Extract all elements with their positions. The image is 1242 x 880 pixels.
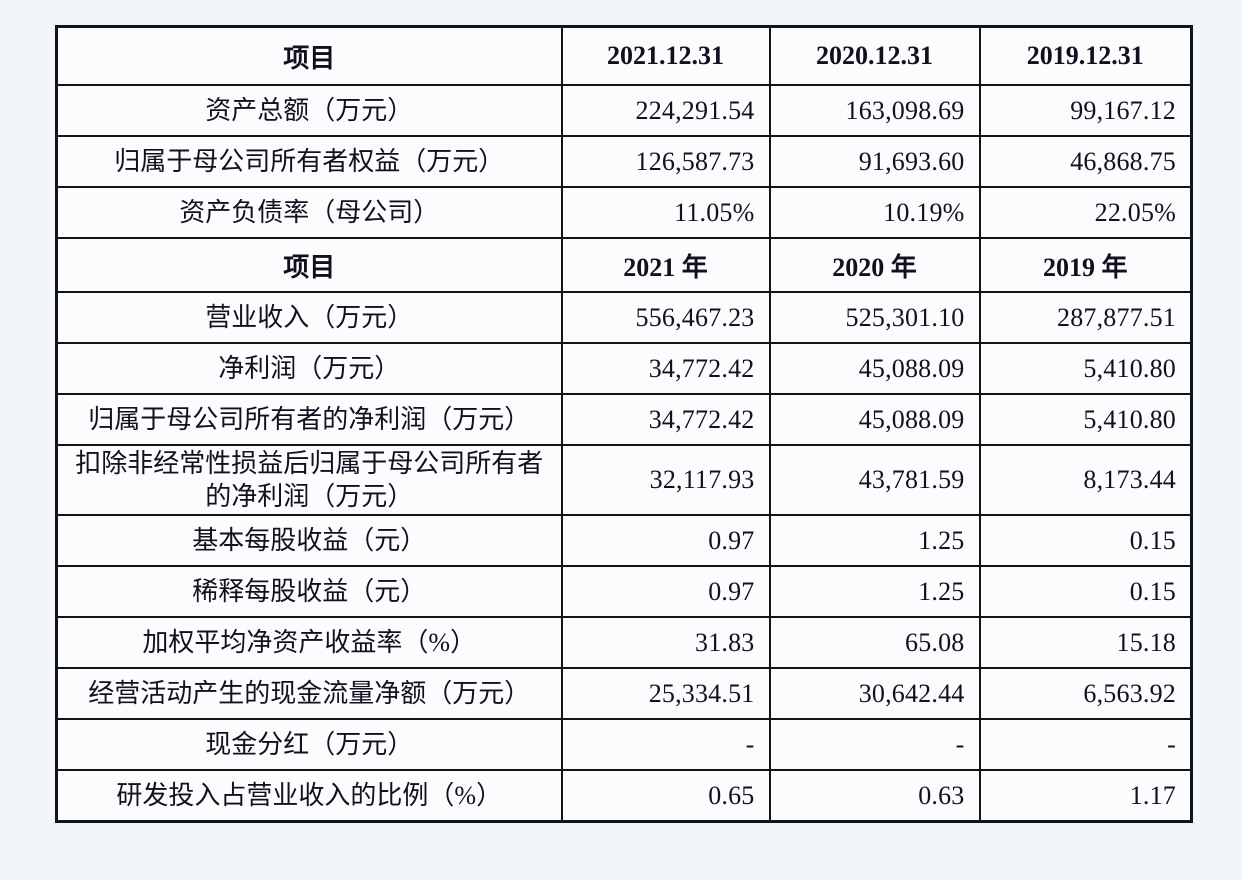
header-cell-date-2020: 2020.12.31: [768, 25, 981, 86]
value-cell: 32,117.93: [560, 444, 771, 516]
table-row-debt-ratio: 资产负债率（母公司） 11.05% 10.19% 22.05%: [55, 186, 1193, 239]
row-label: 资产负债率（母公司）: [55, 186, 563, 239]
value-cell: 34,772.42: [560, 342, 771, 395]
value-cell: 1.25: [768, 514, 981, 567]
table-row-revenue: 营业收入（万元） 556,467.23 525,301.10 287,877.5…: [55, 291, 1193, 344]
row-label: 资产总额（万元）: [55, 84, 563, 137]
row-label: 现金分红（万元）: [55, 718, 563, 771]
header-row-balance-sheet: 项目 2021.12.31 2020.12.31 2019.12.31: [55, 25, 1193, 86]
value-cell: -: [768, 718, 981, 771]
table-row-basic-eps: 基本每股收益（元） 0.97 1.25 0.15: [55, 514, 1193, 567]
value-cell: 45,088.09: [768, 342, 981, 395]
row-label: 加权平均净资产收益率（%）: [55, 616, 563, 669]
value-cell: 15.18: [978, 616, 1193, 669]
value-cell: 46,868.75: [978, 135, 1193, 188]
value-cell: 1.25: [768, 565, 981, 618]
value-cell: 224,291.54: [560, 84, 771, 137]
header-cell-date-2021: 2021.12.31: [560, 25, 771, 86]
row-label: 扣除非经常性损益后归属于母公司所有者的净利润（万元）: [55, 444, 563, 516]
table-row-weighted-roe: 加权平均净资产收益率（%） 31.83 65.08 15.18: [55, 616, 1193, 669]
value-cell: 31.83: [560, 616, 771, 669]
value-cell: 0.63: [768, 769, 981, 823]
value-cell: 0.97: [560, 514, 771, 567]
value-cell: 1.17: [978, 769, 1193, 823]
header-row-income-statement: 项目 2021 年 2020 年 2019 年: [55, 237, 1193, 293]
value-cell: 30,642.44: [768, 667, 981, 720]
value-cell: 0.97: [560, 565, 771, 618]
row-label: 研发投入占营业收入的比例（%）: [55, 769, 563, 823]
table-row-diluted-eps: 稀释每股收益（元） 0.97 1.25 0.15: [55, 565, 1193, 618]
value-cell: 5,410.80: [978, 342, 1193, 395]
value-cell: 525,301.10: [768, 291, 981, 344]
value-cell: 556,467.23: [560, 291, 771, 344]
value-cell: 0.65: [560, 769, 771, 823]
row-label: 净利润（万元）: [55, 342, 563, 395]
value-cell: 65.08: [768, 616, 981, 669]
value-cell: 34,772.42: [560, 393, 771, 446]
value-cell: 287,877.51: [978, 291, 1193, 344]
table-row-net-profit: 净利润（万元） 34,772.42 45,088.09 5,410.80: [55, 342, 1193, 395]
value-cell: 5,410.80: [978, 393, 1193, 446]
value-cell: 43,781.59: [768, 444, 981, 516]
table-row-rd-ratio: 研发投入占营业收入的比例（%） 0.65 0.63 1.17: [55, 769, 1193, 823]
header-cell-item: 项目: [55, 25, 563, 86]
value-cell: 163,098.69: [768, 84, 981, 137]
header-cell-year-2020: 2020 年: [768, 237, 981, 293]
header-cell-year-2019: 2019 年: [978, 237, 1193, 293]
header-cell-date-2019: 2019.12.31: [978, 25, 1193, 86]
value-cell: 8,173.44: [978, 444, 1193, 516]
value-cell: 22.05%: [978, 186, 1193, 239]
table-row-operating-cash-flow: 经营活动产生的现金流量净额（万元） 25,334.51 30,642.44 6,…: [55, 667, 1193, 720]
table-row-total-assets: 资产总额（万元） 224,291.54 163,098.69 99,167.12: [55, 84, 1193, 137]
header-cell-year-2021: 2021 年: [560, 237, 771, 293]
row-label: 经营活动产生的现金流量净额（万元）: [55, 667, 563, 720]
value-cell: 99,167.12: [978, 84, 1193, 137]
value-cell: 10.19%: [768, 186, 981, 239]
value-cell: -: [978, 718, 1193, 771]
value-cell: -: [560, 718, 771, 771]
financial-summary-table: 项目 2021.12.31 2020.12.31 2019.12.31 资产总额…: [55, 25, 1193, 823]
table-row-parent-net-profit: 归属于母公司所有者的净利润（万元） 34,772.42 45,088.09 5,…: [55, 393, 1193, 446]
row-label: 稀释每股收益（元）: [55, 565, 563, 618]
value-cell: 11.05%: [560, 186, 771, 239]
value-cell: 25,334.51: [560, 667, 771, 720]
value-cell: 91,693.60: [768, 135, 981, 188]
value-cell: 6,563.92: [978, 667, 1193, 720]
table-row-deducted-net-profit: 扣除非经常性损益后归属于母公司所有者的净利润（万元） 32,117.93 43,…: [55, 444, 1193, 516]
value-cell: 0.15: [978, 514, 1193, 567]
row-label: 归属于母公司所有者权益（万元）: [55, 135, 563, 188]
value-cell: 45,088.09: [768, 393, 981, 446]
value-cell: 0.15: [978, 565, 1193, 618]
table-row-cash-dividend: 现金分红（万元） - - -: [55, 718, 1193, 771]
value-cell: 126,587.73: [560, 135, 771, 188]
row-label: 基本每股收益（元）: [55, 514, 563, 567]
header-cell-item: 项目: [55, 237, 563, 293]
row-label: 营业收入（万元）: [55, 291, 563, 344]
table-row-parent-equity: 归属于母公司所有者权益（万元） 126,587.73 91,693.60 46,…: [55, 135, 1193, 188]
row-label: 归属于母公司所有者的净利润（万元）: [55, 393, 563, 446]
